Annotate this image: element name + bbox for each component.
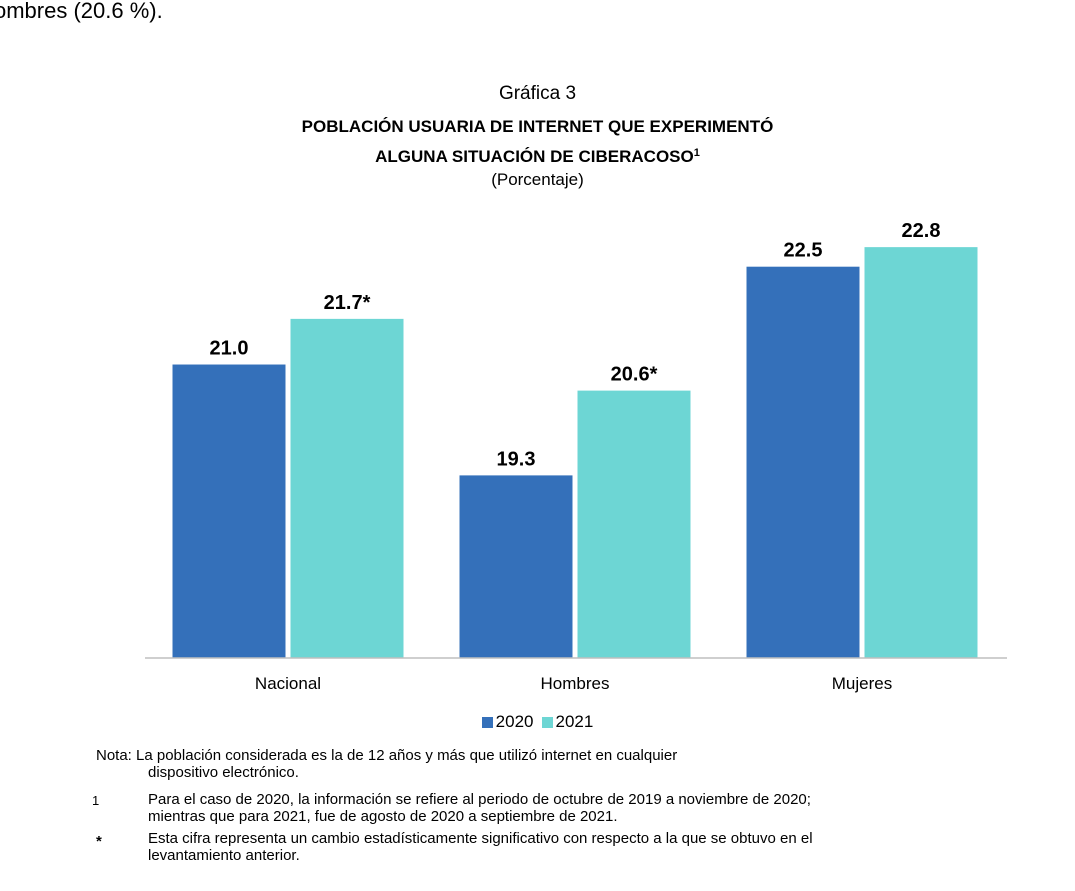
data-label-nacional-2021: 21.7*	[324, 292, 371, 314]
bar-mujeres-2020	[746, 266, 860, 658]
bar-hombres-2020	[459, 475, 573, 658]
bars-group	[172, 247, 978, 658]
footnote-1-mark: 1	[92, 793, 100, 808]
footnote-2-line-1: Esta cifra representa un cambio estadíst…	[148, 830, 813, 847]
bar-hombres-2021	[577, 390, 691, 658]
bar-nacional-2021	[290, 318, 404, 658]
chart-title-line-2: ALGUNA SITUACIÓN DE CIBERACOSO1	[0, 140, 1075, 170]
chart-legend: 2020 2021	[0, 712, 1075, 732]
footnote-1-line-1: Para el caso de 2020, la información se …	[148, 791, 811, 808]
labels-group: 21.0 21.7* Nacional 19.3 20.6* Hombres 22.5 22.…	[210, 220, 941, 693]
bar-chart: 21.0 21.7* Nacional 19.3 20.6* Hombres 22.5 22.…	[145, 220, 1007, 693]
bar-nacional-2020	[172, 364, 286, 658]
legend-swatch-2021	[541, 716, 553, 728]
legend-label-2021: 2021	[555, 712, 594, 731]
chart-title-line-1: POBLACIÓN USUARIA DE INTERNET QUE EXPERI…	[301, 117, 774, 136]
chart-title-line-2-text: ALGUNA SITUACIÓN DE CIBERACOSO	[375, 147, 694, 166]
legend-item-2020: 2020	[481, 712, 534, 732]
chart-caption: Gráfica 3	[498, 83, 577, 104]
data-label-mujeres-2020: 22.5	[784, 240, 823, 262]
data-label-hombres-2021: 20.6*	[611, 364, 658, 386]
data-label-nacional-2020: 21.0	[210, 338, 249, 360]
category-label-nacional: Nacional	[255, 674, 321, 693]
preceding-text-fragment: ombres (20.6 %).	[0, 0, 163, 23]
chart-subtitle: (Porcentaje)	[491, 170, 584, 189]
legend-item-2021: 2021	[541, 712, 594, 732]
data-label-mujeres-2021: 22.8	[902, 220, 941, 242]
category-label-mujeres: Mujeres	[832, 674, 892, 693]
legend-swatch-2020	[481, 716, 493, 728]
footnote-2-mark: *	[96, 833, 102, 850]
bar-mujeres-2021	[864, 247, 978, 658]
category-label-hombres: Hombres	[541, 674, 610, 693]
nota-line-1: Nota: La población considerada es la de …	[96, 747, 678, 764]
footnote-1-line-2: mientras que para 2021, fue de agosto de…	[148, 808, 618, 825]
title-footnote-mark: 1	[693, 147, 700, 159]
footnote-2-line-2: levantamiento anterior.	[148, 847, 300, 864]
legend-label-2020: 2020	[495, 712, 534, 731]
nota-line-2: dispositivo electrónico.	[148, 764, 299, 781]
data-label-hombres-2020: 19.3	[497, 448, 536, 470]
chart-title: POBLACIÓN USUARIA DE INTERNET QUE EXPERI…	[0, 113, 1075, 170]
